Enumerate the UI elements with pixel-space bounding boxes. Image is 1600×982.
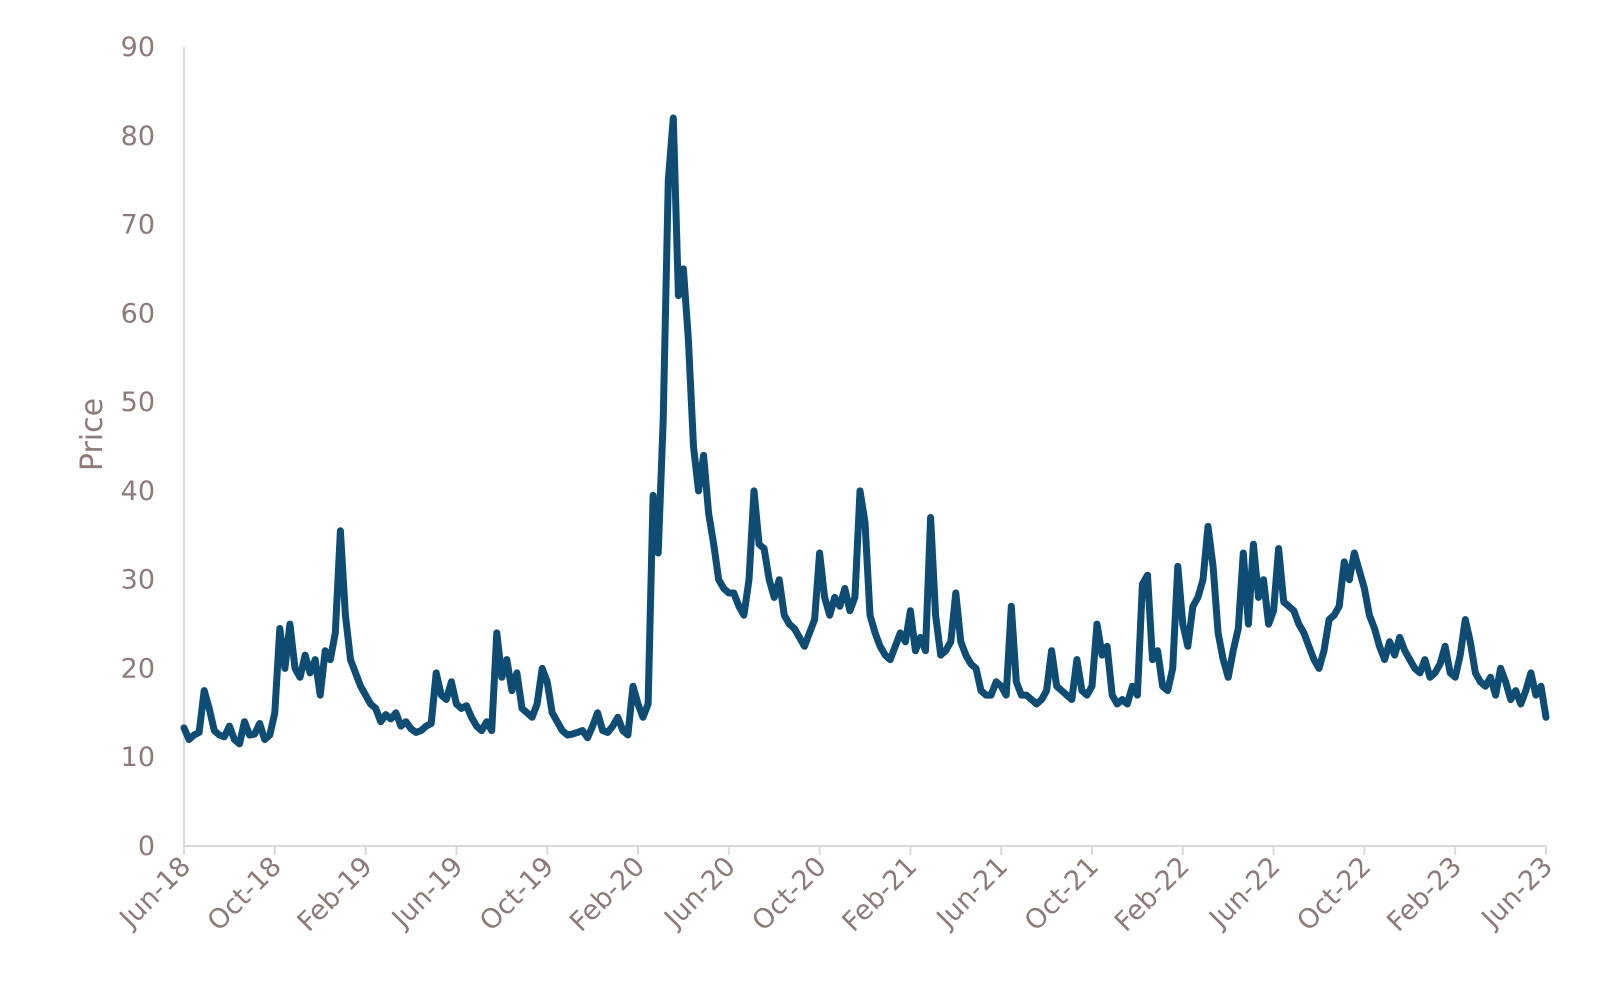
y-tick-label: 60: [121, 298, 155, 329]
y-tick-label: 30: [121, 565, 155, 596]
y-tick-label: 70: [121, 210, 155, 241]
y-tick-label: 80: [121, 121, 155, 152]
x-tick-label: Jun-22: [1202, 851, 1286, 935]
x-axis-tick-labels: Jun-18 Oct-18 Feb-19 Jun-19 Oct-19 Feb-20 Jun-…: [113, 851, 1559, 938]
x-tick-label: Jun-23: [1475, 851, 1559, 935]
x-tick-label: Jun-21: [930, 851, 1014, 935]
x-tick-label: Feb-21: [836, 851, 923, 938]
series-group: [180, 114, 1550, 748]
x-tick-label: Feb-23: [1381, 851, 1468, 938]
x-tick-label: Oct-22: [1291, 851, 1377, 937]
x-tick-label: Feb-22: [1109, 851, 1196, 938]
x-tick-label: Oct-18: [202, 851, 288, 937]
x-tick-label: Oct-21: [1019, 851, 1105, 937]
x-tick-label: Jun-19: [385, 851, 469, 935]
x-tick-label: Jun-20: [657, 851, 741, 935]
x-tick-label: Feb-19: [292, 851, 379, 938]
y-tick-label: 40: [121, 476, 155, 507]
y-tick-label: 10: [121, 742, 155, 773]
x-tick-label: Jun-18: [113, 851, 197, 935]
y-tick-label: 20: [121, 653, 155, 684]
y-tick-label: 50: [121, 387, 155, 418]
x-axis-tick-marks: [183, 846, 1547, 855]
x-tick-label: Oct-19: [474, 851, 560, 937]
y-axis-tick-labels: 0 10 20 30 40 50 60 70 80 90: [121, 32, 155, 862]
x-tick-label: Oct-20: [746, 851, 832, 937]
y-tick-label: 90: [121, 32, 155, 63]
price-series-line: [180, 114, 1550, 748]
x-tick-label: Feb-20: [564, 851, 651, 938]
y-tick-label: 0: [138, 831, 155, 862]
y-axis-title: Price: [75, 398, 110, 471]
